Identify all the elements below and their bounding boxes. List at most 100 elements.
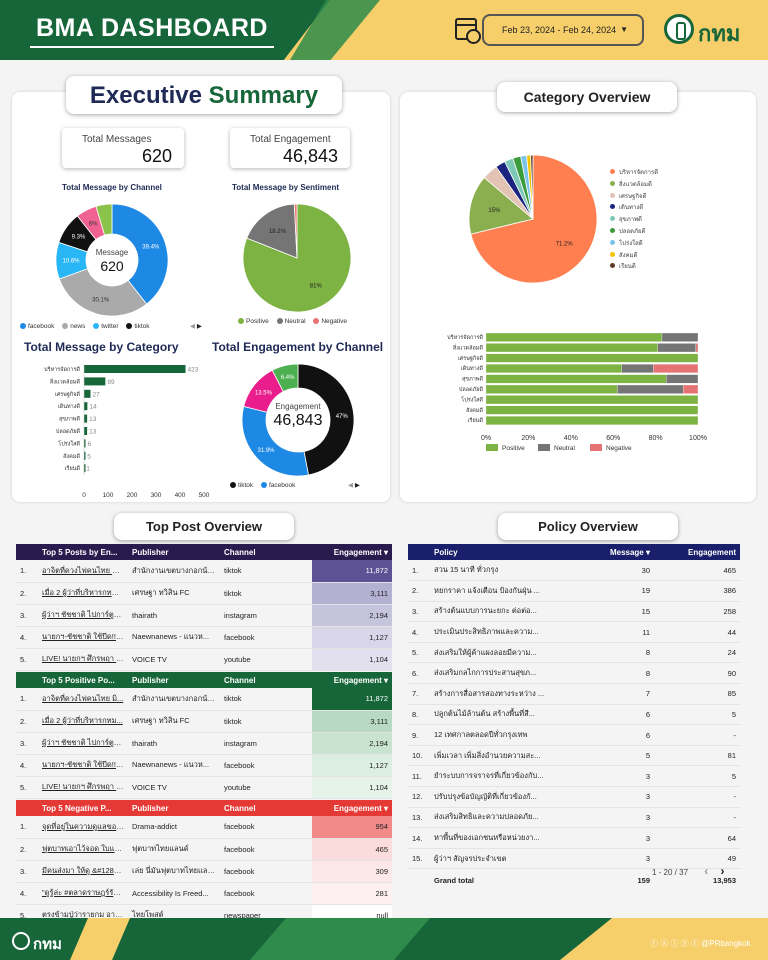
table-cell[interactable]: เพิ่มเวลา เพิ่มสิ่งอำนวยความสะ... [430, 745, 566, 767]
table-row[interactable]: 4. นายกฯ-ชัชชาติ ใช้ปีด!!! ... Naewnanews … [16, 754, 392, 777]
stack-xtick-4: 80% [649, 435, 663, 442]
table-row[interactable]: 3. สร้างต้นแบบการนะยกะ ต่อต่อ... 15 258 [408, 601, 740, 623]
footer-logo-text: กทม [33, 936, 62, 953]
cat-legend-label: เรียนดี [619, 264, 636, 271]
table-cell[interactable]: จุดที่อยู่ในความดูแลของ... [38, 816, 128, 839]
cat-legend-label: สังคมดี [619, 252, 638, 259]
table-cell[interactable]: อาจิตที่ดวงไฟคนไทย มิ... [38, 688, 128, 711]
footer-green-band [250, 918, 430, 960]
table-cell: youtube [220, 648, 312, 671]
table-cell[interactable]: ฟุตบาทเอาไว้จอด ใบแจ้... [38, 838, 128, 861]
column-header [16, 544, 38, 560]
table-cell: facebook [220, 816, 312, 839]
table-cell[interactable]: หาพื้นที่ของเอกชนหรือหน่วยงา... [430, 827, 566, 849]
catbar-cat-label-5: ปลอดภัยดี [56, 428, 81, 435]
column-header[interactable]: Engagement [654, 544, 740, 560]
catbar-xtick-0: 0 [82, 492, 86, 499]
table-cell[interactable]: ผู้ว่าฯ ชัชชาติ ไปการ์ตูนกับ... [38, 604, 128, 627]
table-cell[interactable]: ปรับปรุงข้อบัญญัติที่เกี่ยวข้องกั... [430, 786, 566, 808]
table-row[interactable]: 2. เมื่อ 2 ผู้ว่าที่บริหารกทม #... เศรษฐา … [16, 582, 392, 605]
table-cell[interactable]: เมื่อ 2 ผู้ว่าที่บริหารกทม... [38, 710, 128, 733]
facebook-eng-legend-icon [260, 482, 267, 488]
cat-legend-label: เศรษฐกิจดี [619, 193, 647, 200]
table-cell[interactable]: ปลูกต้นไม้ล้านต้น สร้างพื้นที่สี... [430, 704, 566, 726]
table-cell: ฟุตบาทไทยแลนด์ [128, 838, 220, 861]
table-cell[interactable]: LIVE! นายกฯ ศึกรพฤา เยือ... [38, 648, 128, 671]
table-cell[interactable]: หยกราคา แจ้งเตือน ป้องกันฝุ่น ... [430, 580, 566, 602]
column-header[interactable]: Engagement ▾ [312, 672, 392, 688]
table-cell[interactable]: สวน 15 นาที ทั่วกรุง [430, 560, 566, 582]
catbar-xtick-1: 100 [103, 492, 114, 499]
table-row[interactable]: 4. นายกฯ-ชัชชาติ ใช้ปีด!!! ฟา... Naewnanew… [16, 626, 392, 649]
column-header[interactable]: Engagement ▾ [312, 544, 392, 560]
table-row[interactable]: 5. LIVE! นายกฯ ศึกรพฤา เยือ... VOICE TV you… [16, 648, 392, 671]
table-row[interactable]: 1. สวน 15 นาที ทั่วกรุง 30 465 [408, 560, 740, 582]
policy-overview-title: Policy Overview [498, 513, 678, 540]
table-row[interactable]: 2. หยกราคา แจ้งเตือน ป้องกันฝุ่น ... 19 386 [408, 580, 740, 602]
table-row[interactable]: 1. อาจิตที่ดวงไฟคนไทย มิกำ... สำนักงานเขตบ… [16, 560, 392, 583]
channel-label-3: 9.3% [72, 234, 86, 240]
header-green-band [0, 0, 330, 60]
table-row[interactable]: 5. ส่งเสริมให้ผู้ค้าแผงลอยมีความ... 8 24 [408, 642, 740, 664]
table-row[interactable]: 2. เมื่อ 2 ผู้ว่าที่บริหารกทม... เศรษฐา ทว… [16, 710, 392, 733]
table-cell[interactable]: มีคนส่งมา ให้ดู &#1285... [38, 860, 128, 883]
category-sentiment-stacked-chart: บริหารจัดการดีสิ่งแวดล้อมดีเศรษฐกิจดีเดิ… [447, 332, 707, 452]
table-row[interactable]: 14. หาพื้นที่ของเอกชนหรือหน่วยงา... 3 64 [408, 827, 740, 849]
table-row[interactable]: 12. ปรับปรุงข้อบัญญัติที่เกี่ยวข้องกั... 3… [408, 786, 740, 808]
date-range-picker[interactable]: Feb 23, 2024 - Feb 24, 2024 ▼ [482, 14, 644, 46]
column-header[interactable]: Engagement ▾ [312, 800, 392, 816]
table-row[interactable]: 3. มีคนส่งมา ให้ดู &#1285... เล่ย นี่มันฟุ… [16, 860, 392, 883]
table-cell[interactable]: LIVE! นายกฯ ศึกรพฤา เ... [38, 776, 128, 799]
table-row[interactable]: 2. ฟุตบาทเอาไว้จอด ใบแจ้... ฟุตบาทไทยแลนด์… [16, 838, 392, 861]
table-row[interactable]: 8. ปลูกต้นไม้ล้านต้น สร้างพื้นที่สี... 6 5 [408, 704, 740, 726]
table-row[interactable]: 11. ยำระบบการจราจรที่เกี่ยวข้องกับ... 3 5 [408, 765, 740, 788]
table-row[interactable]: 6. ส่งเสริมกลไกการประสานสุขภ... 8 90 [408, 662, 740, 685]
cat-legend-item-0: บริหารจัดการดี [610, 168, 658, 180]
table-cell: tiktok [220, 688, 312, 711]
table-cell[interactable]: ผู้ว่าฯ สัญจรประจำเขต [430, 848, 566, 870]
table-cell[interactable]: ส่งเสริมให้ผู้ค้าแผงลอยมีความ... [430, 642, 566, 664]
tiktok-legend-icon [126, 323, 133, 329]
stack-cat-label-4: สุขภาพดี [462, 376, 483, 383]
table-cell[interactable]: สร้างต้นแบบการนะยกะ ต่อต่อ... [430, 601, 566, 623]
table-cell: thairath [128, 604, 220, 627]
table-cell[interactable]: นายกฯ-ชัชชาติ ใช้ปีด!!! ... [38, 754, 128, 777]
table-row[interactable]: 10. เพิ่มเวลา เพิ่มสิ่งอำนวยความสะ... 5 81 [408, 745, 740, 767]
table-cell[interactable]: 12 เทศกาลตลอดปีทั่วกรุงเทพ [430, 724, 566, 746]
stack-xtick-5: 100% [689, 435, 707, 442]
table-row[interactable]: 3. ผู้ว่าฯ ชัชชาติ ไปการ์ตูนกับ... thairat… [16, 604, 392, 627]
table-cell[interactable]: ผู้ว่าฯ ชัชชาติ ไปการ์ตูนกับ... [38, 732, 128, 755]
table-row[interactable]: 3. ผู้ว่าฯ ชัชชาติ ไปการ์ตูนกับ... thairat… [16, 732, 392, 755]
grand-total-cell: Grand total [434, 875, 475, 885]
social-links[interactable]: ⓕ ⓧ ⓘ ⓨ ⓣ @PRbangkok [650, 938, 751, 949]
next-page-icon[interactable]: › [720, 864, 725, 878]
table-row[interactable]: 13. ส่งเสริมสิทธิและความปลอดภัย... 3- [408, 807, 740, 829]
engagement-label-1: 31.9% [258, 448, 276, 454]
table-row[interactable]: 9. 12 เทศกาลตลอดปีทั่วกรุงเทพ 6- [408, 724, 740, 746]
table-cell[interactable]: ประเมินประสิทธิภาพและความ... [430, 621, 566, 643]
engagement-chart-title: Total Engagement by Channel [212, 340, 384, 354]
table-cell: 64 [654, 827, 740, 849]
table-row[interactable]: 1. จุดที่อยู่ในความดูแลของ... Drama-addict… [16, 816, 392, 839]
engagement-legend-pager[interactable]: ◀ ▶ [348, 482, 360, 489]
table-cell[interactable]: ส่งเสริมกลไกการประสานสุขภ... [430, 662, 566, 685]
channel-slice-0 [111, 203, 169, 305]
table-row[interactable]: 4. "ดูรู้ล่ะ #ตลาดราษฎร์รัตน์... Accessibi… [16, 882, 392, 905]
table-cell[interactable]: สร้างการสื่อสารสองทางระหว่าง ... [430, 683, 566, 705]
table-cell[interactable]: เมื่อ 2 ผู้ว่าที่บริหารกทม #... [38, 582, 128, 605]
table-row[interactable]: 1. อาจิตที่ดวงไฟคนไทย มิ... สำนักงานเขตบาง… [16, 688, 392, 711]
table-row[interactable]: 4. ประเมินประสิทธิภาพและความ... 11 44 [408, 621, 740, 643]
table-cell[interactable]: นายกฯ-ชัชชาติ ใช้ปีด!!! ฟา... [38, 626, 128, 649]
column-header: Publisher [128, 544, 220, 560]
prev-page-icon[interactable]: ‹ [704, 864, 709, 878]
table-cell[interactable]: ยำระบบการจราจรที่เกี่ยวข้องกับ... [430, 765, 566, 788]
stack-cat-label-6: โปร่งใสดี [461, 395, 483, 403]
table-cell[interactable]: อาจิตที่ดวงไฟคนไทย มิกำ... [38, 560, 128, 583]
channel-legend-pager[interactable]: ◀ ▶ [190, 323, 202, 330]
table-row[interactable]: 5. LIVE! นายกฯ ศึกรพฤา เ... VOICE TV youtub… [16, 776, 392, 799]
table-cell[interactable]: ส่งเสริมสิทธิและความปลอดภัย... [430, 807, 566, 829]
table-cell: 465 [654, 560, 740, 582]
table-cell[interactable]: "ดูรู้ล่ะ #ตลาดราษฎร์รัตน์... [38, 882, 128, 905]
table-row[interactable]: 7. สร้างการสื่อสารสองทางระหว่าง ... 7 85 [408, 683, 740, 705]
table-row[interactable]: 15. ผู้ว่าฯ สัญจรประจำเขต 3 49 [408, 848, 740, 870]
